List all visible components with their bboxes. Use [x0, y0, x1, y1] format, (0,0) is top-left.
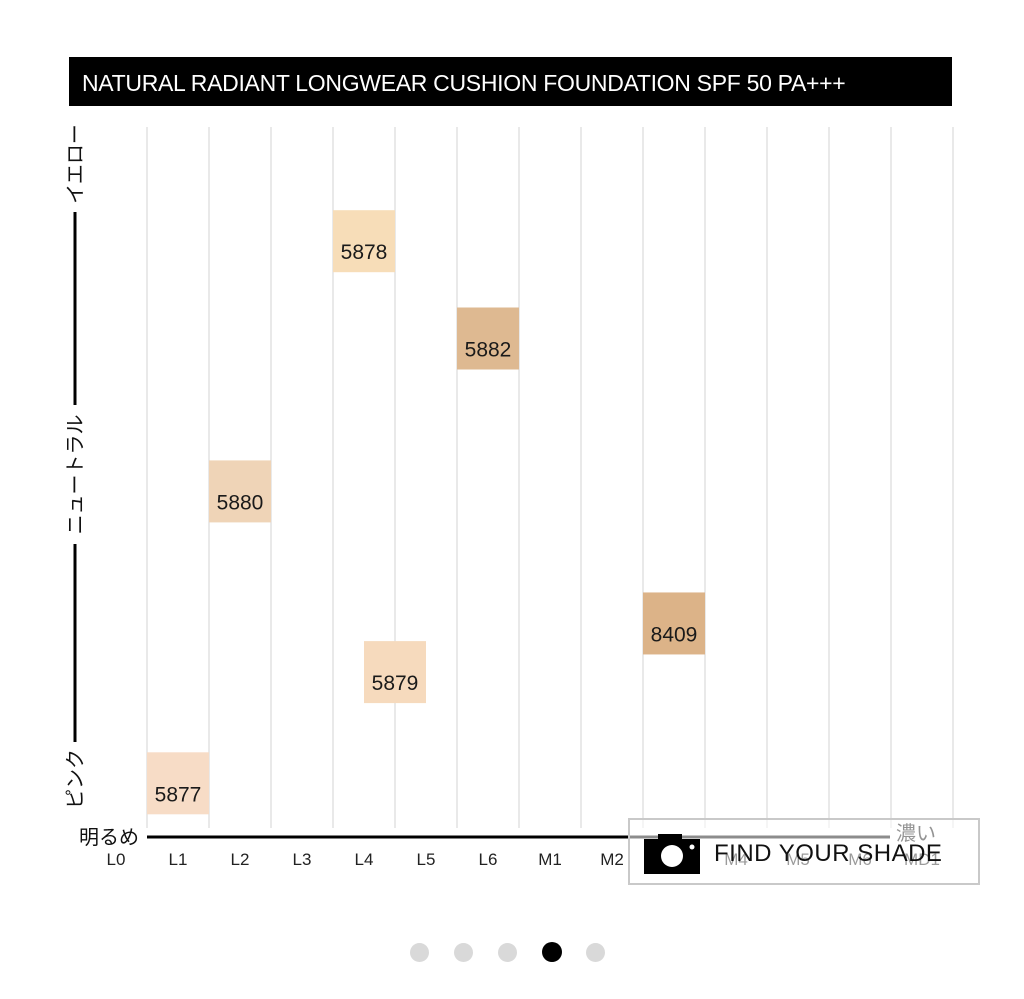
y-axis-label: イエロー: [63, 124, 87, 204]
shade-swatch-label: 5880: [217, 491, 264, 514]
shade-swatch-label: 5878: [341, 241, 388, 264]
y-axis-label: ピンク: [63, 749, 87, 809]
x-axis-start-label: 明るめ: [79, 825, 139, 849]
shade-swatch-5882: 5882: [457, 307, 519, 370]
shade-swatch-box: [147, 752, 209, 815]
shade-swatch-5878: 5878: [333, 210, 395, 273]
x-tick-label: L6: [479, 850, 498, 869]
pagination-dot[interactable]: [586, 943, 605, 962]
shade-swatch-5879: 5879: [364, 641, 426, 704]
shade-swatch-label: 5877: [155, 783, 202, 806]
pagination-dot[interactable]: [498, 943, 517, 962]
chart-title: NATURAL RADIANT LONGWEAR CUSHION FOUNDAT…: [82, 70, 845, 96]
x-tick-label: M2: [600, 850, 624, 869]
pagination-dot[interactable]: [454, 943, 473, 962]
carousel-pagination: [410, 941, 620, 963]
camera-icon: [644, 834, 700, 874]
x-tick-label: L5: [417, 850, 436, 869]
shade-swatch-box: [209, 460, 271, 523]
find-your-shade-label: FIND YOUR SHADE: [714, 840, 943, 867]
x-tick-label: M1: [538, 850, 562, 869]
shade-swatch-box: [643, 592, 705, 655]
x-tick-label: L4: [355, 850, 374, 869]
chart-title-bar: [69, 57, 952, 106]
shade-swatch-label: 8409: [651, 623, 698, 646]
shade-swatch-box: [364, 641, 426, 704]
shade-swatch-label: 5879: [372, 672, 419, 695]
y-axis-label: ニュートラル: [63, 415, 87, 535]
shade-swatches: 5877 5880 5878 5879 5882 8409: [147, 210, 705, 815]
x-tick-label: L2: [231, 850, 250, 869]
x-tick-label: L3: [293, 850, 312, 869]
pagination-dot[interactable]: [542, 942, 562, 962]
shade-swatch-5880: 5880: [209, 460, 271, 523]
shade-swatch-box: [457, 307, 519, 370]
shade-swatch-box: [333, 210, 395, 273]
shade-swatch-label: 5882: [465, 339, 512, 362]
shade-swatch-8409: 8409: [643, 592, 705, 655]
find-your-shade-button[interactable]: FIND YOUR SHADE: [628, 818, 980, 885]
shade-swatch-5877: 5877: [147, 752, 209, 815]
x-tick-label: L0: [107, 850, 126, 869]
x-tick-label: L1: [169, 850, 188, 869]
pagination-dot[interactable]: [410, 943, 429, 962]
